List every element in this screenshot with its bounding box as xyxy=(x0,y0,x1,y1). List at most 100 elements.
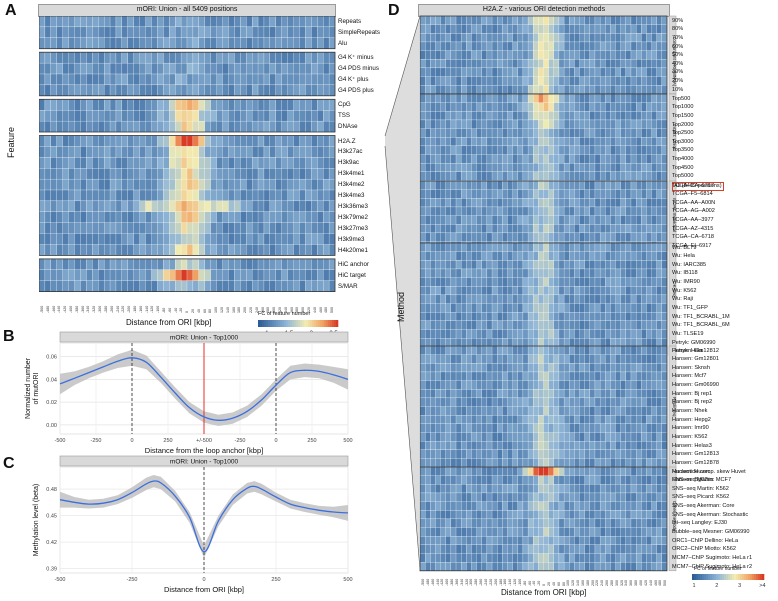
panel-d-row-label: Hansen: Gm06990 xyxy=(672,382,719,389)
heatmap-d-cell xyxy=(605,415,611,425)
heatmap-d-cell xyxy=(445,189,452,199)
heatmap-d-cell xyxy=(584,189,590,199)
heatmap-d-cell xyxy=(620,180,627,190)
heatmap-d-cell xyxy=(615,406,621,416)
heatmap-d-cell xyxy=(589,50,596,60)
heatmap-d-cell xyxy=(579,102,585,112)
heatmap-d-cell xyxy=(610,119,616,129)
heatmap-d-cell xyxy=(651,449,657,459)
heatmap-d-cell xyxy=(651,475,657,485)
heatmap-d-cell xyxy=(522,24,529,34)
heatmap-d-cell xyxy=(569,85,575,95)
heatmap-d-cell xyxy=(533,501,539,511)
heatmap-d-cell xyxy=(630,251,637,261)
heatmap-d-cell xyxy=(579,15,585,25)
heatmap-d-cell xyxy=(656,329,663,339)
heatmap-d-cell xyxy=(599,277,606,287)
heatmap-d-cell xyxy=(630,389,637,399)
heatmap-d-cell xyxy=(615,389,621,399)
heatmap-d-cell xyxy=(507,458,513,468)
heatmap-d-cell xyxy=(517,432,524,442)
heatmap-d-cell xyxy=(455,536,462,546)
heatmap-d-cell xyxy=(450,345,457,355)
heatmap-d-cell xyxy=(599,145,606,155)
heatmap-d-cell xyxy=(538,458,544,468)
heatmap-d-cell xyxy=(430,536,436,546)
heatmap-d-cell xyxy=(594,128,601,138)
heatmap-d-cell xyxy=(440,338,446,347)
heatmap-d-cell xyxy=(610,242,616,252)
heatmap-d-cell xyxy=(548,15,554,25)
heatmap-d-cell xyxy=(471,320,477,330)
heatmap-d-cell xyxy=(656,338,663,347)
heatmap-d-cell xyxy=(435,380,441,390)
heatmap-d-cell xyxy=(656,180,663,190)
heatmap-d-cell xyxy=(430,85,436,95)
heatmap-d-cell xyxy=(435,119,441,129)
heatmap-d-cell xyxy=(476,441,482,450)
heatmap-d-cell xyxy=(527,277,534,287)
heatmap-d-cell xyxy=(553,553,560,563)
heatmap-d-cell xyxy=(594,171,601,181)
heatmap-d-cell xyxy=(502,354,508,364)
heatmap-d-cell xyxy=(641,406,647,416)
heatmap-d-cell xyxy=(476,303,482,313)
heatmap-d-cell xyxy=(656,154,663,164)
heatmap-d-cell xyxy=(625,50,632,60)
heatmap-d-cell xyxy=(481,232,488,242)
heatmap-d-cell xyxy=(656,277,663,287)
legend-d-swatch xyxy=(708,574,711,580)
heatmap-d-cell xyxy=(476,371,482,381)
heatmap-d-cell xyxy=(466,397,472,407)
heatmap-d-cell xyxy=(517,510,524,520)
heatmap-d-cell xyxy=(461,59,467,69)
heatmap-d-cell xyxy=(605,363,611,373)
heatmap-d-cell xyxy=(476,145,482,155)
heatmap-d-cell xyxy=(486,380,493,390)
heatmap-d-cell xyxy=(636,59,642,69)
heatmap-d-cell xyxy=(425,268,431,278)
heatmap-d-cell xyxy=(440,154,446,164)
heatmap-d-cell xyxy=(548,544,554,554)
heatmap-d-cell xyxy=(430,268,436,278)
heatmap-d-cell xyxy=(445,215,452,225)
heatmap-d-cell xyxy=(594,432,601,442)
heatmap-d-cell xyxy=(574,119,580,129)
heatmap-d-cell xyxy=(605,397,611,407)
heatmap-d-cell xyxy=(656,232,663,242)
heatmap-d-cell xyxy=(625,277,632,287)
heatmap-d-cell xyxy=(507,198,513,208)
heatmap-d-cell xyxy=(615,198,621,208)
heatmap-d-cell xyxy=(589,312,596,322)
heatmap-d-cell xyxy=(486,41,493,51)
heatmap-d-cell xyxy=(641,286,647,296)
heatmap-d-cell xyxy=(599,198,606,208)
heatmap-d-cell xyxy=(620,397,627,407)
heatmap-d-cell xyxy=(435,345,441,355)
heatmap-d-cell xyxy=(466,475,472,485)
heatmap-d-cell xyxy=(491,41,498,51)
heatmap-d-cell xyxy=(435,33,441,43)
heatmap-d-cell xyxy=(574,492,580,502)
heatmap-d-cell xyxy=(599,93,606,103)
panel-d-x-tick: -460 xyxy=(430,578,435,586)
heatmap-d-cell xyxy=(558,128,565,138)
heatmap-d-cell xyxy=(450,15,457,25)
heatmap-d-cell xyxy=(569,189,575,199)
heatmap-d-cell xyxy=(419,466,426,476)
heatmap-d-cell xyxy=(522,510,529,520)
legend-d-swatch xyxy=(698,574,701,580)
heatmap-d-cell xyxy=(620,294,627,304)
heatmap-d-cell xyxy=(522,553,529,563)
heatmap-d-cell xyxy=(455,492,462,502)
heatmap-d-cell xyxy=(646,466,652,476)
heatmap-d-cell xyxy=(430,224,436,234)
heatmap-d-cell xyxy=(507,67,513,77)
heatmap-d-cell xyxy=(471,294,477,304)
heatmap-d-cell xyxy=(440,423,446,433)
heatmap-d-cell xyxy=(656,501,663,511)
heatmap-d-cell xyxy=(502,475,508,485)
heatmap-d-cell xyxy=(455,544,462,554)
heatmap-d-cell xyxy=(625,224,632,234)
heatmap-d-cell xyxy=(589,441,596,450)
